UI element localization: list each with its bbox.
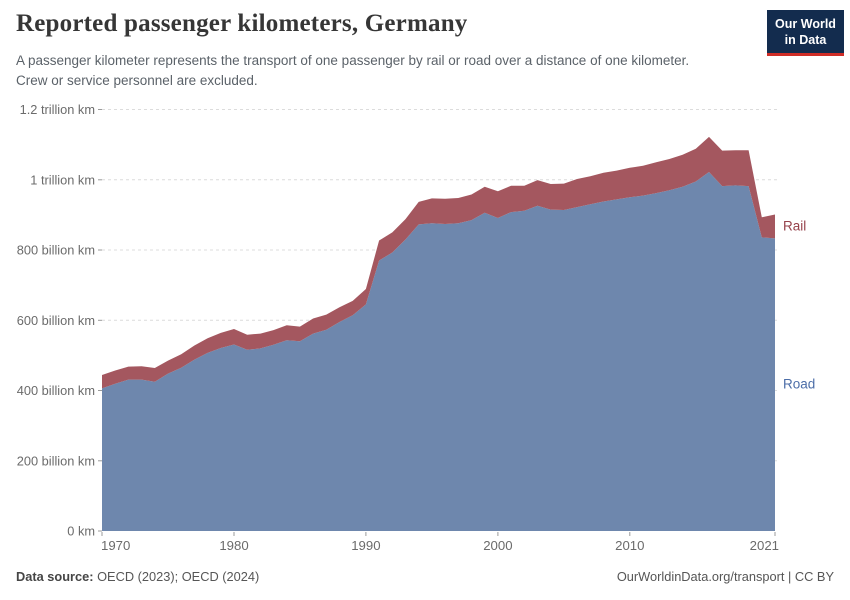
x-axis-label: 1990 bbox=[351, 538, 380, 553]
data-source-label: Data source: bbox=[16, 569, 94, 584]
series-label-road[interactable]: Road bbox=[783, 377, 815, 392]
area-road[interactable] bbox=[102, 172, 775, 531]
y-axis-label: 600 billion km bbox=[17, 313, 95, 328]
y-axis-label: 800 billion km bbox=[17, 243, 95, 258]
data-source: Data source: OECD (2023); OECD (2024) bbox=[16, 569, 259, 584]
owid-logo[interactable]: Our World in Data bbox=[767, 10, 844, 56]
y-axis-label: 1 trillion km bbox=[30, 172, 95, 187]
series-label-rail[interactable]: Rail bbox=[783, 219, 806, 234]
chart-footer: Data source: OECD (2023); OECD (2024) Ou… bbox=[16, 569, 834, 584]
x-axis-label: 2021 bbox=[750, 538, 779, 553]
owid-logo-line2: in Data bbox=[784, 33, 827, 47]
y-axis-label: 0 km bbox=[67, 524, 95, 539]
owid-logo-line1: Our World bbox=[775, 17, 836, 31]
x-axis-label: 2010 bbox=[615, 538, 644, 553]
attribution-link[interactable]: OurWorldinData.org/transport | CC BY bbox=[616, 569, 834, 584]
y-axis-label: 200 billion km bbox=[17, 453, 95, 468]
y-axis-label: 400 billion km bbox=[17, 383, 95, 398]
data-source-value: OECD (2023); OECD (2024) bbox=[93, 569, 260, 584]
x-axis-label: 2000 bbox=[483, 538, 512, 553]
x-axis-label: 1970 bbox=[101, 538, 130, 553]
page-title: Reported passenger kilometers, Germany bbox=[16, 10, 468, 37]
area-rail[interactable] bbox=[102, 136, 775, 389]
y-axis-label: 1.2 trillion km bbox=[20, 102, 95, 117]
x-axis-label: 1980 bbox=[219, 538, 248, 553]
chart-subtitle: A passenger kilometer represents the tra… bbox=[16, 53, 690, 89]
